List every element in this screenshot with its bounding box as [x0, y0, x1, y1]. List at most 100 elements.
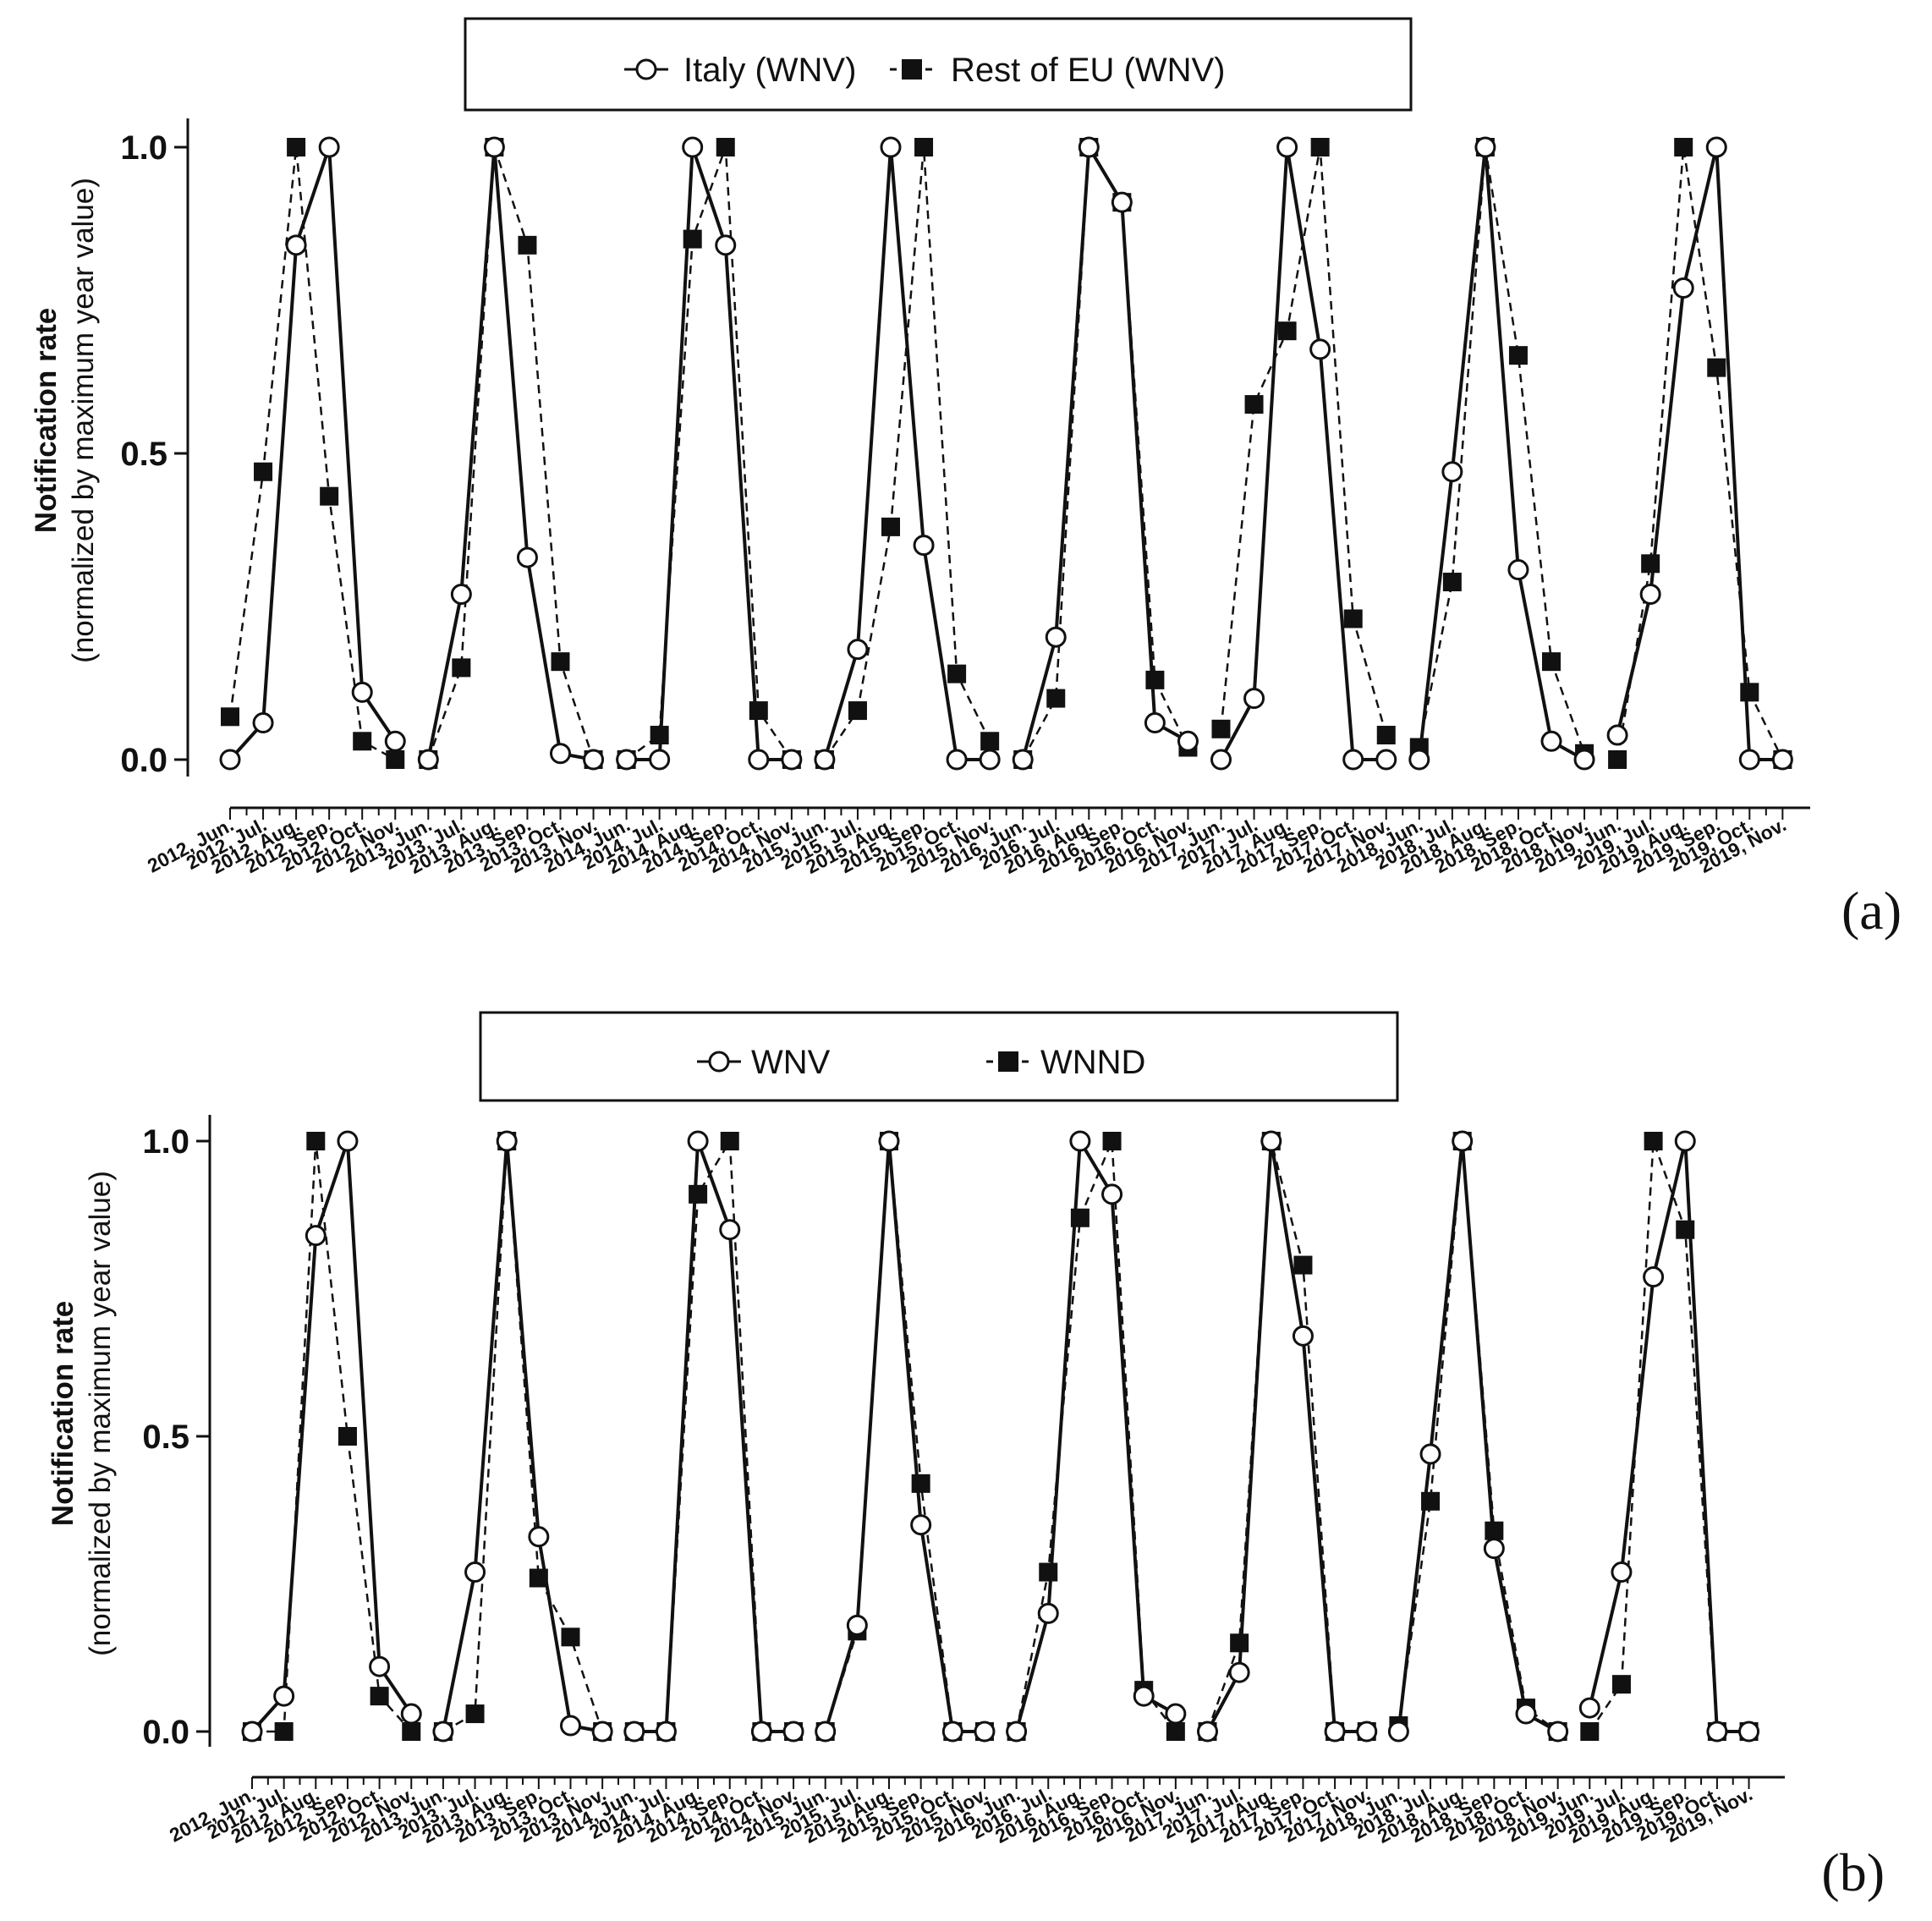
x-axis: 2012, Jun.2012, Jul.2012, Aug.2012, Sep.…	[166, 1776, 1785, 1847]
data-point-circle	[815, 1721, 837, 1743]
data-point-circle	[285, 234, 307, 256]
y-tick-label: 1.0	[120, 129, 167, 167]
y-axis-subtitle: (normalized by maximum year value)	[84, 1171, 117, 1656]
data-point-circle	[305, 1225, 327, 1247]
plot-area	[241, 1130, 1760, 1743]
data-point-circle	[273, 1685, 295, 1707]
data-point-square	[749, 701, 768, 721]
data-point-circle	[1243, 688, 1265, 710]
data-point-circle	[318, 136, 340, 158]
data-point-circle	[1006, 1721, 1028, 1743]
data-point-circle	[1705, 136, 1727, 158]
data-point-circle	[1639, 584, 1661, 606]
data-point-square	[518, 235, 537, 255]
y-axis: 0.0 0.5 1.0	[120, 118, 189, 779]
data-point-circle	[1342, 749, 1364, 771]
data-point-circle	[1101, 1183, 1123, 1205]
y-axis: 0.0 0.5 1.0	[142, 1115, 211, 1751]
data-point-circle	[1260, 1130, 1282, 1152]
data-point-circle	[913, 535, 935, 557]
data-point-circle	[687, 1130, 709, 1152]
data-point-square	[848, 701, 867, 721]
data-point-circle	[252, 712, 274, 734]
data-point-square	[650, 726, 669, 745]
data-point-circle	[750, 1721, 772, 1743]
data-point-square	[221, 707, 239, 727]
data-point-square	[1707, 358, 1726, 377]
data-point-square	[306, 1132, 326, 1150]
data-point-circle	[241, 1721, 263, 1743]
data-point-circle	[781, 749, 803, 771]
data-point-circle	[1012, 749, 1034, 771]
x-axis: 2012, Jun.2012, Jul.2012, Aug.2012, Sep.…	[144, 806, 1810, 878]
data-point-square	[370, 1687, 389, 1706]
data-point-circle	[979, 749, 1001, 771]
legend-item-italy: Italy (WNV)	[624, 52, 856, 89]
legend-label: Rest of EU (WNV)	[951, 52, 1225, 89]
data-point-square	[1343, 609, 1363, 628]
data-point-circle	[483, 136, 505, 158]
data-point-circle	[528, 1526, 550, 1548]
data-point-circle	[496, 1130, 518, 1152]
data-point-circle	[1111, 191, 1133, 213]
data-point-circle	[1441, 461, 1463, 483]
data-point-square	[1376, 726, 1396, 745]
data-point-circle	[878, 1130, 900, 1152]
data-point-circle	[464, 1561, 486, 1583]
data-point-circle	[1045, 626, 1067, 648]
legend-box	[464, 17, 1413, 112]
data-point-circle	[655, 1721, 677, 1743]
data-point-circle	[974, 1721, 996, 1743]
data-point-circle	[682, 136, 704, 158]
data-point-circle	[1515, 1703, 1537, 1725]
data-point-circle	[1276, 136, 1298, 158]
data-point-circle	[591, 1721, 613, 1743]
data-point-circle	[1408, 749, 1430, 771]
legend-box	[479, 1011, 1399, 1102]
data-point-circle	[550, 743, 571, 765]
data-point-square	[465, 1704, 485, 1724]
data-point-square	[529, 1568, 548, 1588]
data-point-circle	[880, 136, 902, 158]
data-point-circle	[1356, 1721, 1378, 1743]
data-point-circle	[1738, 1721, 1760, 1743]
data-point-circle	[516, 546, 538, 568]
y-axis-title: Notification rate	[47, 1301, 80, 1526]
series-line	[1418, 146, 1586, 755]
panel-b: WNV WNND 0.0 0.5 1.0 2012, Jun.2012, Jul.2…	[47, 1011, 1885, 1902]
data-point-square	[1644, 1132, 1663, 1150]
data-point-circle	[1452, 1130, 1474, 1152]
data-point-square	[1676, 1220, 1695, 1239]
data-point-circle	[1228, 1661, 1250, 1683]
data-point-circle	[1037, 1602, 1059, 1624]
data-point-circle	[1606, 724, 1628, 746]
data-point-circle	[1177, 730, 1199, 752]
series-line	[228, 146, 396, 761]
data-point-square	[353, 732, 372, 751]
data-point-square	[881, 517, 900, 536]
legend-item-wnnd: WNND	[986, 1044, 1145, 1081]
data-point-circle	[1706, 1721, 1728, 1743]
data-point-square	[287, 138, 306, 156]
data-point-square	[1230, 1633, 1249, 1653]
data-point-circle	[400, 1703, 422, 1725]
data-point-square	[452, 658, 471, 678]
data-point-square	[1244, 395, 1264, 414]
legend-label: WNND	[1040, 1044, 1145, 1081]
data-point-square	[683, 229, 702, 249]
data-point-square	[338, 1427, 357, 1446]
data-point-square	[1310, 138, 1330, 156]
data-point-square	[386, 750, 405, 769]
data-point-circle	[846, 1614, 868, 1636]
data-point-square	[1102, 1132, 1122, 1150]
data-point-square	[1277, 321, 1297, 341]
data-point-circle	[1419, 1443, 1441, 1465]
legend-label: WNV	[751, 1044, 831, 1081]
data-point-square	[1740, 683, 1759, 702]
data-point-circle	[715, 234, 737, 256]
legend-item-rest-of-eu: Rest of EU (WNV)	[890, 52, 1225, 89]
data-point-circle	[1069, 1130, 1091, 1152]
data-point-circle	[1375, 749, 1397, 771]
data-point-circle	[1771, 749, 1793, 771]
data-point-square	[274, 1722, 294, 1741]
